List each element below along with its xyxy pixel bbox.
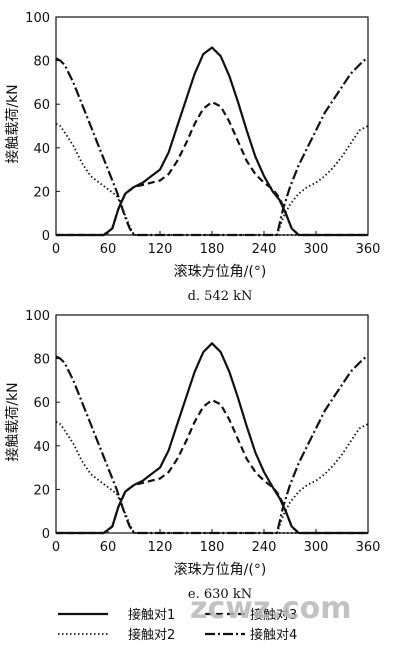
y-tick-label: 60	[33, 396, 50, 411]
chart-caption: d. 542 kN	[188, 289, 253, 304]
series-line-dashdot	[55, 355, 369, 535]
y-tick-label: 40	[33, 142, 50, 157]
y-tick-label: 0	[42, 527, 50, 542]
series-line-dashed	[56, 398, 368, 535]
legend-label-2: 接触对2	[128, 627, 175, 643]
series-line-solid	[56, 46, 368, 237]
x-tick-label: 300	[304, 540, 329, 555]
series-line-solid	[56, 342, 368, 535]
chart-e: 0 60 120 180 240 300 360 0 20 40 60 80 100 滚珠方位角/(°) 接…	[4, 309, 380, 602]
x-tick-label: 240	[252, 242, 277, 257]
y-tick-label: 100	[25, 309, 50, 324]
y-axis-title: 接触载荷/kN	[4, 84, 21, 163]
x-tick-label: 360	[356, 540, 381, 555]
series-line-dotted	[55, 122, 368, 236]
legend-label-1: 接触对1	[128, 607, 175, 623]
y-tick-label: 20	[33, 483, 50, 498]
x-axis-title: 滚珠方位角/(°)	[174, 561, 267, 578]
legend: 接触对1 接触对3 接触对2 接触对4	[58, 607, 297, 643]
y-tick-label: 80	[33, 55, 50, 70]
chart-caption: e. 630 kN	[188, 587, 252, 602]
x-tick-label: 60	[100, 242, 117, 257]
x-tick-label: 360	[356, 242, 381, 257]
x-tick-label: 240	[252, 540, 277, 555]
series-line-dashed	[56, 100, 368, 237]
y-axis-title: 接触载荷/kN	[4, 382, 21, 461]
legend-label-4: 接触对4	[250, 627, 297, 643]
y-tick-label: 0	[42, 229, 50, 244]
legend-label-3: 接触对3	[250, 607, 297, 623]
y-tick-label: 20	[33, 185, 50, 200]
x-axis-title: 滚珠方位角/(°)	[174, 263, 267, 280]
y-tick-label: 80	[33, 353, 50, 368]
x-tick-label: 300	[304, 242, 329, 257]
x-tick-label: 180	[200, 242, 225, 257]
plot-frame	[55, 16, 369, 236]
y-tick-label: 60	[33, 98, 50, 113]
x-tick-label: 0	[52, 242, 60, 257]
y-tick-label: 40	[33, 440, 50, 455]
x-tick-label: 180	[200, 540, 225, 555]
y-tick-label: 100	[25, 11, 50, 26]
series-line-dotted	[276, 423, 369, 534]
x-tick-label: 60	[100, 540, 117, 555]
x-tick-label: 120	[148, 242, 173, 257]
chart-d: 0 60 120 180 240 300 360 0 20 40 60 80 100 滚珠方位角/(°) 接…	[4, 11, 380, 304]
plot-frame	[55, 314, 369, 534]
x-tick-label: 120	[148, 540, 173, 555]
x-tick-label: 0	[52, 540, 60, 555]
series-line-dotted	[276, 125, 369, 236]
series-line-dashdot	[55, 57, 369, 237]
series-line-dotted	[55, 420, 368, 534]
watermark-text: zcwz.com	[190, 591, 351, 626]
